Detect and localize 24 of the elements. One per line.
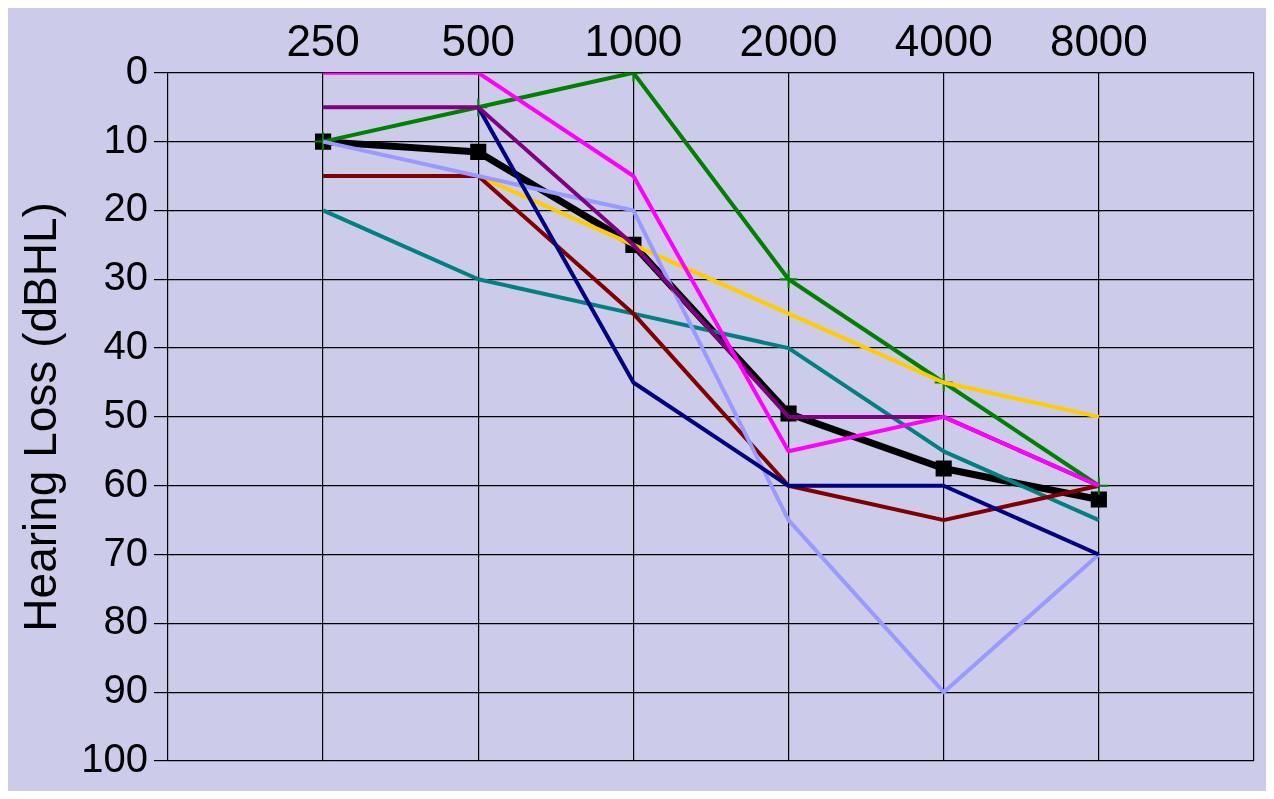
- y-tick-label: 0: [125, 47, 148, 92]
- point: [935, 460, 952, 477]
- x-tick-label: 4000: [894, 15, 993, 65]
- y-tick-label: 80: [103, 598, 148, 643]
- point: [1088, 475, 1109, 496]
- x-tick-label: 8000: [1049, 15, 1148, 65]
- y-tick-label: 10: [103, 116, 148, 161]
- x-tick-label: 500: [441, 15, 515, 65]
- y-tick-label: 40: [103, 323, 148, 368]
- point: [1090, 491, 1107, 508]
- x-tick-label: 250: [286, 15, 360, 65]
- y-tick-label: 60: [103, 460, 148, 505]
- y-tick-label: 30: [103, 254, 148, 299]
- x-tick-label: 2000: [739, 15, 838, 65]
- y-axis-title: Hearing Loss (dBHL): [14, 202, 67, 632]
- y-tick-label: 20: [103, 185, 148, 230]
- point: [933, 372, 954, 393]
- y-tick-label: 100: [81, 736, 148, 781]
- x-tick-label: 1000: [584, 15, 683, 65]
- y-tick-label: 90: [103, 667, 148, 712]
- y-tick-label: 50: [103, 391, 148, 436]
- y-tick-label: 70: [103, 529, 148, 574]
- point: [778, 269, 799, 290]
- point: [470, 143, 487, 161]
